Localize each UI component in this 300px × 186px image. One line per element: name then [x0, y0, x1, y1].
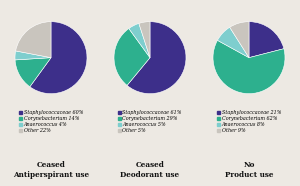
- Wedge shape: [249, 22, 284, 58]
- Wedge shape: [230, 22, 249, 58]
- Wedge shape: [139, 22, 150, 58]
- Text: No
Product use: No Product use: [225, 161, 273, 179]
- Wedge shape: [218, 27, 249, 58]
- Wedge shape: [129, 23, 150, 58]
- Wedge shape: [16, 22, 51, 58]
- Legend: Staphylococcaceae 21%, Corynebacterium 62%, Anaerococcus 8%, Other 9%: Staphylococcaceae 21%, Corynebacterium 6…: [217, 110, 281, 133]
- Wedge shape: [15, 58, 51, 87]
- Wedge shape: [127, 22, 186, 94]
- Wedge shape: [114, 28, 150, 85]
- Text: Ceased
Antiperspirant use: Ceased Antiperspirant use: [13, 161, 89, 179]
- Legend: Staphylococcaceae 61%, Corynebacterium 29%, Anaerococcus 5%, Other 5%: Staphylococcaceae 61%, Corynebacterium 2…: [118, 110, 182, 133]
- Legend: Staphylococcaceae 60%, Corynebacterium 14%, Anaerococcus 4%, Other 22%: Staphylococcaceae 60%, Corynebacterium 1…: [19, 110, 83, 133]
- Wedge shape: [213, 40, 285, 94]
- Wedge shape: [30, 22, 87, 94]
- Text: Ceased
Deodorant use: Ceased Deodorant use: [120, 161, 180, 179]
- Wedge shape: [15, 51, 51, 60]
